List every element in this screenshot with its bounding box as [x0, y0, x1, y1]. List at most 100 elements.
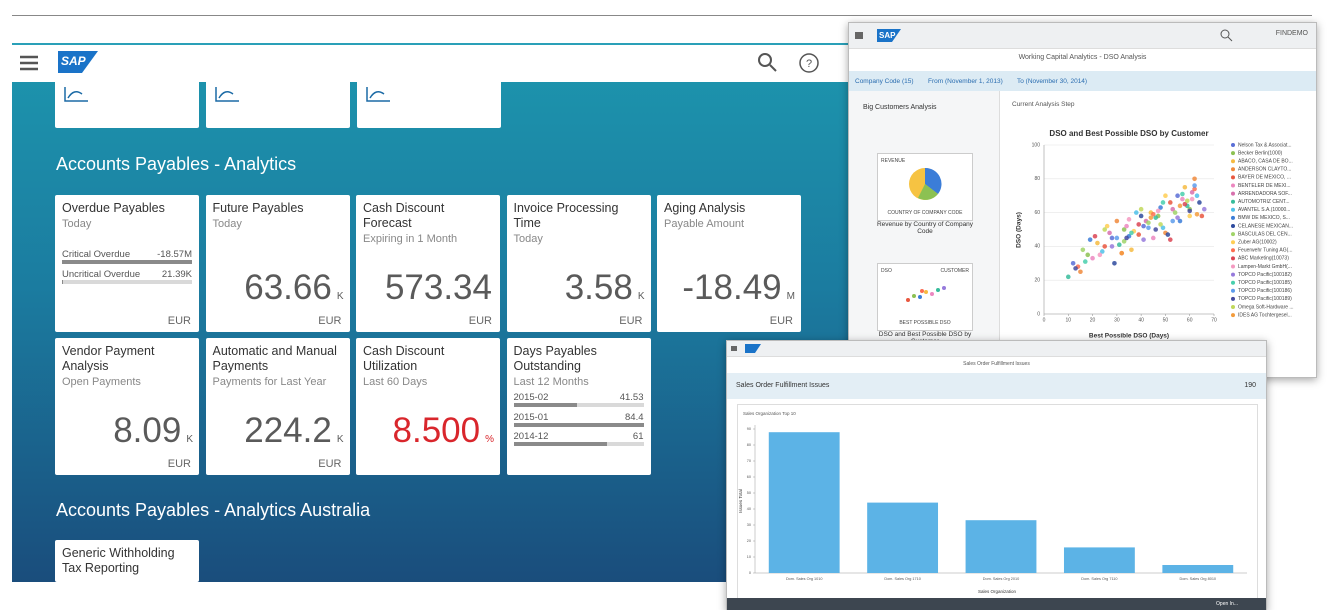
tile-kpi: 63.66 K	[244, 268, 343, 308]
tile-row: Critical Overdue -18.57M	[62, 249, 192, 267]
window-title: Sales Order Fulfillment Issues	[963, 361, 1030, 367]
legend-swatch	[1231, 224, 1235, 228]
x-tick-label: 40	[1138, 317, 1144, 323]
y-tick-label: 60	[747, 475, 751, 479]
tile-currency: EUR	[619, 315, 643, 327]
selector[interactable]: Sales Organization Top 10	[743, 411, 796, 416]
tile[interactable]: Cash Discount Utilization Last 60 Days 8.5…	[356, 338, 500, 475]
tile[interactable]: Days Payables Outstanding Last 12 Months 2…	[506, 338, 651, 475]
point	[1182, 201, 1188, 207]
row-label: 2015-01	[513, 411, 549, 423]
tile[interactable]: Automatic and Manual Payments Payments fo…	[205, 338, 350, 475]
legend-swatch	[1231, 232, 1235, 237]
filter[interactable]: To (November 30, 2014)	[1017, 78, 1088, 85]
menu-button[interactable]	[20, 55, 38, 71]
tile-row: 2015-01 84.4	[513, 411, 644, 430]
tile-row: 2014-12 61	[513, 431, 644, 449]
tile-icon	[64, 87, 88, 102]
legend-swatch	[1231, 175, 1235, 180]
tile-title: Vendor Payment Analysis	[62, 344, 155, 373]
tile[interactable]: Future Payables Today 63.66 K EUR	[205, 195, 350, 332]
point	[1136, 232, 1142, 237]
x-tick-label: 0	[1043, 317, 1046, 323]
x-tick-label: 20	[1090, 317, 1096, 323]
tile[interactable]	[55, 80, 199, 128]
point	[1153, 215, 1159, 220]
open-in-button[interactable]: Open In...	[1216, 601, 1238, 607]
scatter-chart: DSO and Best Possible DSO by Customer Be…	[1016, 129, 1294, 340]
tile[interactable]: Cash Discount Forecast Expiring in 1 Mont…	[356, 195, 500, 332]
help-button[interactable]: ?	[799, 53, 819, 73]
tile-kpi: 8.500%	[393, 411, 495, 451]
point	[1104, 223, 1110, 229]
tile-icon	[215, 87, 239, 102]
kpi-unit: M	[786, 291, 795, 302]
legend-swatch	[1231, 272, 1235, 277]
y-tick-label: 40	[1034, 244, 1040, 250]
tile[interactable]: Aging Analysis Payable Amount -18.49 M EUR	[657, 195, 801, 332]
y-tick-label: 50	[747, 491, 751, 495]
y-tick-label: 20	[747, 539, 751, 543]
bar[interactable]	[1162, 565, 1234, 573]
bar[interactable]	[867, 502, 939, 573]
sap-logo: SAP	[58, 51, 98, 73]
point	[1172, 210, 1178, 215]
search-button[interactable]	[1219, 28, 1233, 42]
header-icons	[731, 344, 761, 353]
point	[1107, 230, 1112, 236]
tile-row: 2015-02 41.53	[513, 392, 644, 410]
tile[interactable]: Generic Withholding Tax Reporting	[55, 540, 199, 582]
tile[interactable]: Vendor Payment Analysis Open Payments 8.09…	[55, 338, 199, 475]
tile-title: Overdue Payables	[62, 201, 165, 215]
legend-label: Lampen-Markt GmbH(...	[1238, 264, 1292, 270]
filter-bar	[849, 71, 1316, 91]
tile-title: Aging Analysis	[664, 201, 746, 215]
step-thumbnail	[906, 286, 946, 302]
home-icon[interactable]	[855, 32, 863, 39]
legend-swatch	[1231, 280, 1235, 285]
point	[1121, 239, 1127, 244]
bar[interactable]	[1063, 547, 1135, 573]
legend-swatch	[1231, 256, 1235, 261]
point	[1073, 266, 1078, 271]
bar[interactable]	[965, 520, 1037, 573]
top-rule	[12, 15, 1312, 16]
legend-swatch	[1231, 288, 1235, 293]
point	[1114, 235, 1120, 241]
point	[1170, 218, 1176, 224]
y-tick-label: 70	[747, 459, 751, 463]
tile[interactable]	[357, 80, 501, 128]
point	[1158, 222, 1163, 227]
row-bar	[62, 260, 192, 264]
filter[interactable]: From (November 1, 2013)	[928, 78, 1003, 85]
tile-subtitle: Today	[212, 218, 242, 230]
shell-icons: SAP ?	[20, 51, 819, 73]
sap-logo	[877, 29, 901, 42]
tile[interactable]	[206, 80, 350, 128]
kpi-value: -18.49	[682, 268, 782, 307]
y-tick-label: 90	[747, 427, 751, 431]
row-value: 84.4	[625, 411, 644, 423]
point	[1199, 213, 1205, 219]
point	[1175, 215, 1180, 220]
tile-icon	[366, 87, 390, 102]
point	[1097, 252, 1103, 258]
tile[interactable]: Invoice Processing Time Today 3.58 K EUR	[506, 195, 651, 332]
kpi-value: 573.34	[384, 268, 492, 307]
step-label: CUSTOMER	[940, 268, 969, 274]
item-count: 190	[1244, 382, 1256, 389]
filter[interactable]: Company Code (15)	[855, 78, 914, 85]
point	[1180, 191, 1185, 197]
step-card[interactable]: REVENUE COUNTRY OF COMPANY CODE	[877, 153, 973, 221]
user-name[interactable]: FINDEMO	[1275, 30, 1308, 37]
step-thumbnail	[909, 167, 942, 200]
tile-subtitle: Expiring in 1 Month	[363, 233, 458, 245]
step-card[interactable]: DSO CUSTOMER BEST POSSIBLE DSO	[877, 263, 973, 331]
x-tick-label: 10	[1066, 317, 1072, 323]
search-button[interactable]	[758, 53, 777, 72]
point	[1160, 225, 1166, 231]
tile[interactable]: Overdue Payables Today EUR Critical Overdue…	[55, 195, 199, 332]
x-tick-label: Dom. Sales Org 1010	[786, 577, 823, 581]
bar[interactable]	[768, 432, 840, 573]
x-axis-label: Best Possible DSO (Days)	[1089, 333, 1169, 340]
